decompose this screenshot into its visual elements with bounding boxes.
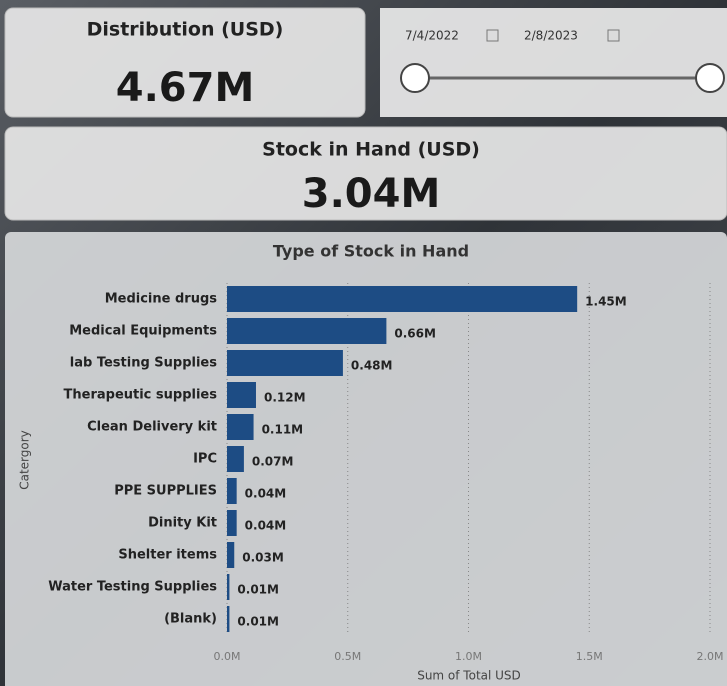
- data-label: 0.04M: [245, 519, 287, 533]
- category-label: Medicine drugs: [105, 292, 218, 307]
- category-label: IPC: [193, 452, 217, 467]
- stock-card: [4, 126, 727, 221]
- x-axis-title: Sum of Total USD: [417, 669, 521, 683]
- category-label: Water Testing Supplies: [48, 580, 217, 595]
- data-label: 0.03M: [242, 551, 284, 565]
- bar: [227, 606, 230, 632]
- category-label: Shelter items: [118, 548, 217, 563]
- card-title: Stock in Hand (USD): [262, 139, 480, 161]
- bar: [227, 478, 237, 504]
- x-tick-label: 0.5M: [334, 650, 361, 663]
- card-title: Distribution (USD): [87, 19, 284, 41]
- data-label: 0.11M: [262, 423, 304, 437]
- data-label: 1.45M: [585, 295, 627, 309]
- start-date[interactable]: 7/4/2022: [405, 29, 459, 43]
- data-label: 0.04M: [245, 487, 287, 501]
- slider-handle[interactable]: [695, 63, 725, 93]
- data-label: 0.01M: [237, 583, 279, 597]
- data-label: 0.48M: [351, 359, 393, 373]
- end-date[interactable]: 2/8/2023: [524, 29, 578, 43]
- category-label: Clean Delivery kit: [87, 420, 217, 435]
- slider-handle[interactable]: [400, 63, 430, 93]
- date-slicer: [380, 8, 727, 117]
- y-axis-title: Catergory: [18, 430, 32, 490]
- data-label: 0.07M: [252, 455, 294, 469]
- category-label: Dinity Kit: [148, 516, 217, 531]
- bar: [227, 414, 254, 440]
- data-label: 0.12M: [264, 391, 306, 405]
- x-tick-label: 2.0M: [697, 650, 724, 663]
- bar: [227, 574, 230, 600]
- category-label: Medical Equipments: [69, 324, 217, 339]
- category-label: Therapeutic supplies: [64, 388, 218, 403]
- category-label: lab Testing Supplies: [70, 356, 217, 371]
- category-label: PPE SUPPLIES: [114, 484, 217, 499]
- calendar-icon[interactable]: [607, 29, 620, 42]
- x-tick-label: 1.5M: [576, 650, 603, 663]
- category-label: (Blank): [164, 612, 217, 627]
- bar: [227, 542, 235, 568]
- calendar-icon[interactable]: [486, 29, 499, 42]
- x-tick-label: 0.0M: [214, 650, 241, 663]
- bar: [227, 286, 578, 312]
- x-tick-label: 1.0M: [455, 650, 482, 663]
- card-value: 3.04M: [302, 171, 441, 217]
- chart-title: Type of Stock in Hand: [273, 242, 469, 261]
- data-label: 0.01M: [237, 615, 279, 629]
- bar: [227, 350, 343, 376]
- bar: [227, 382, 256, 408]
- chart-panel: [5, 232, 727, 686]
- distribution-card: [4, 7, 366, 118]
- bar: [227, 510, 237, 536]
- bar: [227, 318, 387, 344]
- bar: [227, 446, 244, 472]
- data-label: 0.66M: [394, 327, 436, 341]
- card-value: 4.67M: [116, 65, 255, 111]
